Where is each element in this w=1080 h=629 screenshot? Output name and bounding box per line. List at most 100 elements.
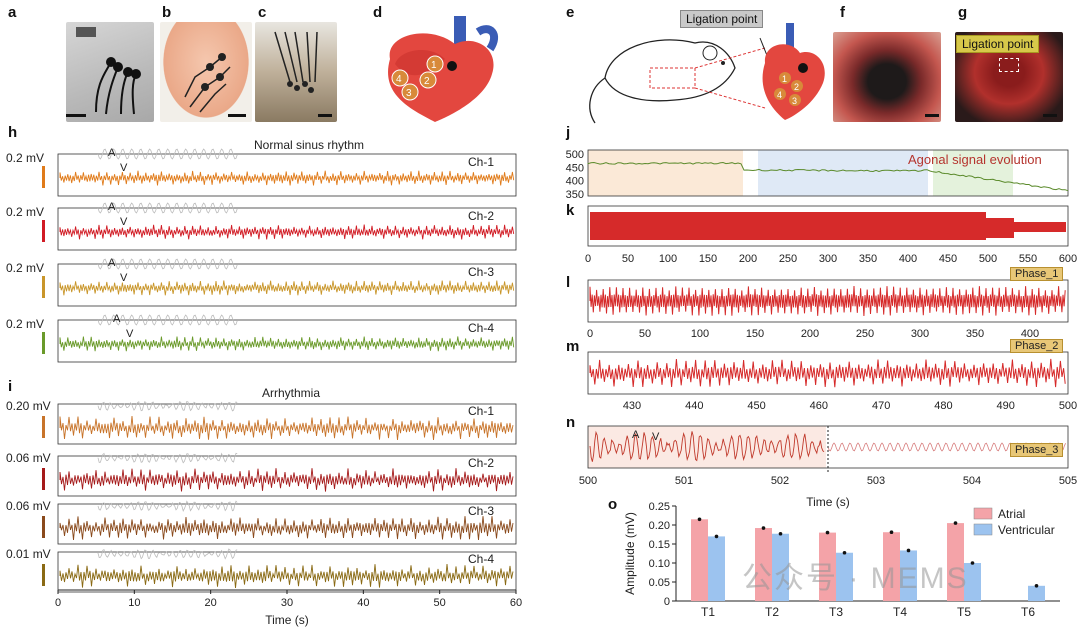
m-tick-490: 490 [997, 400, 1015, 412]
scale-bar-i-1 [42, 416, 45, 438]
k-tick-250: 250 [779, 253, 797, 265]
inset-trace-h-1 [97, 148, 238, 160]
inset-label-a-h-3: A [108, 257, 116, 269]
heart-e-region-1: 1 [782, 74, 787, 84]
bar-point-atrial-T5 [953, 521, 958, 525]
watermark: 公众号 · MEMS [742, 562, 969, 595]
mouse-illustration-e: 1 2 3 4 [589, 23, 825, 124]
bar-ventricular-T3 [836, 552, 853, 601]
scale-bar-b [228, 114, 246, 117]
hr-tick-500: 500 [566, 149, 584, 161]
bar-category-T4: T4 [893, 605, 907, 619]
bar-ytick-label-0.10: 0.10 [649, 558, 670, 570]
amplitude-bar-chart: 0 0.05 0.10 0.15 0.20 0.25 Amplitude (mV) T1 T2 T… [623, 501, 1060, 619]
channel-label-i-1: Ch-1 [468, 404, 494, 418]
n-tick-505: 505 [1059, 475, 1077, 487]
bar-ytick-label-0.25: 0.25 [649, 501, 670, 513]
hr-tick-400: 400 [566, 176, 584, 188]
scale-bar-f [925, 114, 939, 117]
channel-label-h-2: Ch-2 [468, 209, 494, 223]
m-tick-480: 480 [934, 400, 952, 412]
k-tick-100: 100 [659, 253, 677, 265]
panel-label-e: e [566, 4, 575, 21]
trace-frame-i-1 [57, 403, 517, 445]
bar-point-atrial-T3 [825, 530, 830, 535]
bar-point-atrial-T4 [889, 530, 894, 535]
bar-point-ventricular-T3 [842, 550, 847, 555]
bar-point-ventricular-T1 [714, 534, 719, 539]
m-tick-500: 500 [1059, 400, 1077, 412]
k-tick-400: 400 [899, 253, 917, 265]
l-tick-200: 200 [801, 328, 819, 340]
bar-ytick-label-0.20: 0.20 [649, 520, 670, 532]
ecg-trace-h-4 [59, 336, 515, 352]
hr-tick-350: 350 [566, 189, 584, 201]
panel-label-g: g [958, 4, 968, 21]
inset-label-a-h-2: A [108, 201, 116, 213]
m-tick-440: 440 [685, 400, 703, 412]
bar-ytick-label-0.05: 0.05 [649, 577, 670, 589]
panel-label-n: n [566, 414, 576, 431]
k-tick-450: 450 [939, 253, 957, 265]
hr-line [587, 161, 1069, 192]
bar-category-T2: T2 [765, 605, 779, 619]
scale-bar-i-2 [42, 468, 45, 490]
channel-label-i-4: Ch-4 [468, 552, 494, 566]
panel-label-h: h [8, 124, 18, 141]
panel-label-d: d [373, 4, 383, 21]
surgery-photo-f [833, 32, 941, 122]
k-tick-550: 550 [1019, 253, 1037, 265]
legend-label-atrial: Atrial [998, 507, 1025, 521]
heart-region-4: 4 [396, 74, 402, 85]
bar-point-ventricular-T5 [970, 561, 975, 565]
bar-point-ventricular-T2 [778, 531, 783, 536]
n-label-a: A [632, 429, 640, 441]
heart-region-2: 2 [424, 76, 430, 87]
n-tick-500: 500 [579, 475, 597, 487]
inset-label-a-h-4: A [113, 313, 121, 325]
trace-l [589, 285, 1066, 317]
m-tick-450: 450 [747, 400, 765, 412]
scale-bar-h-1 [42, 166, 45, 188]
l-tick-0: 0 [587, 328, 593, 340]
k-tick-200: 200 [739, 253, 757, 265]
ecg-trace-i-4 [59, 564, 514, 588]
trace-frame-i-2 [57, 455, 517, 497]
bar-category-T6: T6 [1021, 605, 1035, 619]
m-tick-470: 470 [872, 400, 890, 412]
inset-trace-i-2 [97, 452, 238, 464]
ecg-trace-i-3 [59, 516, 514, 540]
bar-ventricular-T4 [900, 550, 917, 601]
inset-trace-h-2 [97, 202, 238, 214]
phase-1-badge: Phase_1 [1010, 267, 1064, 281]
panel-label-j: j [566, 124, 571, 141]
electrode-on-finger-icon [184, 53, 231, 113]
k-tick-600: 600 [1059, 253, 1077, 265]
panel-label-b: b [162, 4, 172, 21]
k-tick-300: 300 [819, 253, 837, 265]
bar-atrial-T4 [883, 532, 900, 601]
ecg-trace-i-1 [59, 416, 514, 441]
legend-swatch-atrial [973, 507, 993, 520]
panel-label-l: l [566, 274, 571, 291]
bar-point-atrial-T1 [697, 517, 702, 522]
scale-bar-h-3 [42, 276, 45, 298]
electrode-array-icon [76, 27, 141, 115]
channel-label-h-4: Ch-4 [468, 321, 494, 335]
scale-label-h-1: 0.2 mV [6, 151, 44, 165]
legend-label-ventricular: Ventricular [998, 523, 1055, 537]
hr-tick-450: 450 [566, 162, 584, 174]
scale-bar-c [318, 114, 332, 117]
phase-3-shade [933, 150, 1013, 196]
time-tick-label-10: 10 [128, 597, 140, 609]
k-tick-50: 50 [622, 253, 634, 265]
n-label-v: V [652, 431, 660, 443]
l-tick-400: 400 [1021, 328, 1039, 340]
bar-atrial-T1 [691, 519, 708, 601]
heart-region-1: 1 [431, 60, 437, 71]
channel-label-i-3: Ch-3 [468, 504, 494, 518]
channel-label-h-3: Ch-3 [468, 265, 494, 279]
inset-trace-h-4 [97, 314, 238, 326]
panel-label-i: i [8, 378, 13, 395]
